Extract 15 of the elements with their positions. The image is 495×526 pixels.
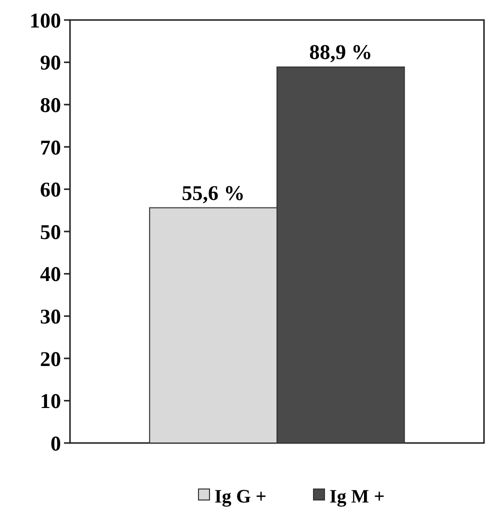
y-tick-label: 0	[50, 431, 61, 456]
y-tick-label: 20	[40, 346, 61, 371]
legend-label: Ig M +	[330, 486, 385, 508]
legend-label: Ig G +	[214, 486, 266, 508]
y-tick-label: 60	[40, 178, 61, 202]
y-tick-label: 80	[40, 92, 61, 117]
y-tick-label: 50	[40, 220, 61, 244]
y-tick-label: 100	[30, 8, 61, 32]
y-tick-label: 90	[40, 50, 61, 75]
y-tick-label: 70	[40, 135, 61, 160]
data-label: 55,6 %	[182, 180, 245, 205]
y-tick-label: 10	[40, 389, 61, 414]
y-tick-label: 30	[40, 304, 61, 328]
y-tick-label: 40	[40, 262, 61, 286]
data-label: 88,9 %	[309, 40, 372, 64]
